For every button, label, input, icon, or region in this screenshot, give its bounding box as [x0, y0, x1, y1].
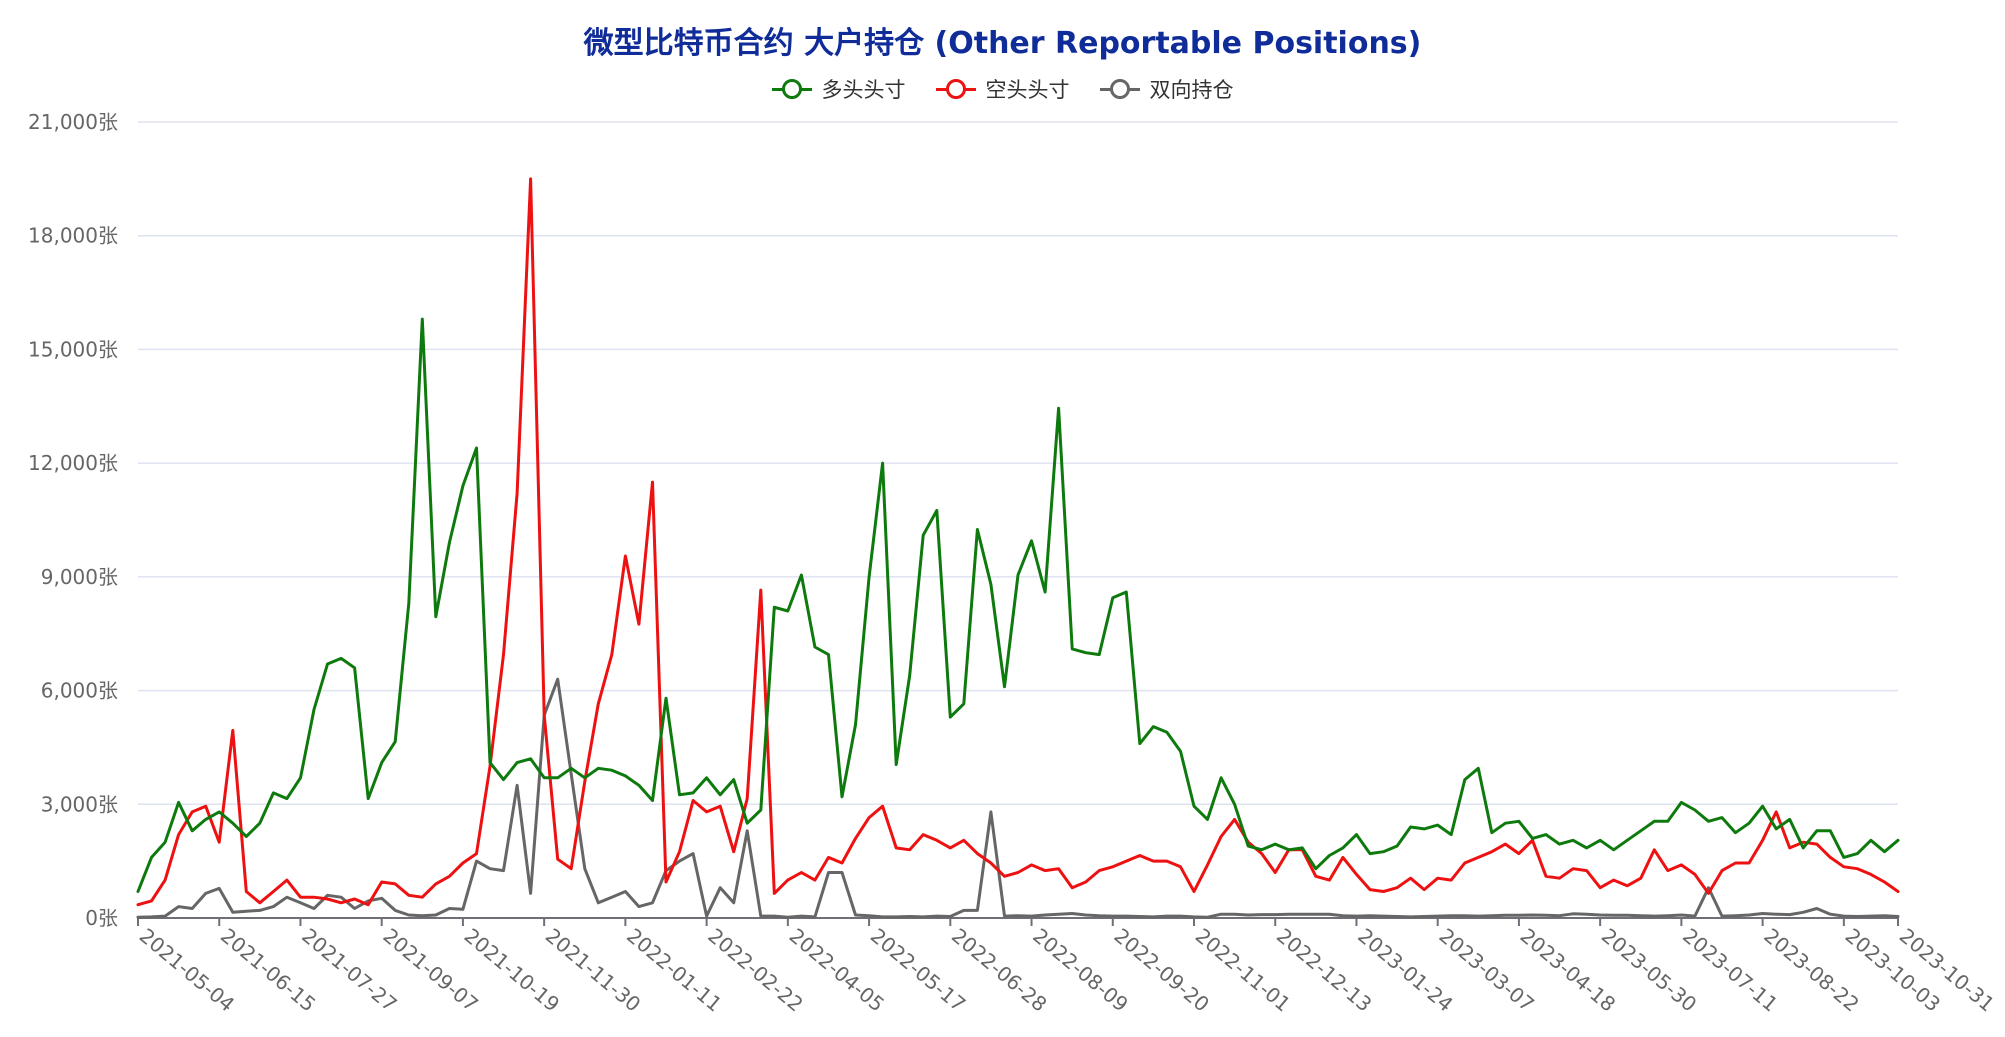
legend-item-short[interactable]: 空头头寸 — [935, 74, 1070, 104]
series-line-1[interactable] — [136, 177, 1900, 907]
legend-label-spread: 双向持仓 — [1149, 78, 1234, 102]
y-tick-label: 18,000张 — [28, 224, 118, 248]
y-tick-label: 6,000张 — [41, 679, 118, 703]
series-line-0[interactable] — [136, 317, 1900, 893]
legend-swatch-short — [935, 79, 976, 99]
y-tick-label: 15,000张 — [28, 337, 118, 361]
x-axis: 2021-05-042021-06-152021-07-272021-09-07… — [135, 917, 1999, 1017]
chart-title: 微型比特币合约 大户持仓 (Other Reportable Positions… — [583, 26, 1422, 61]
legend-label-short: 空头头寸 — [985, 78, 1070, 102]
grid-lines — [138, 121, 1898, 806]
legend-item-spread[interactable]: 双向持仓 — [1099, 74, 1234, 104]
legend-swatch-long — [771, 79, 812, 99]
legend-swatch-spread — [1099, 79, 1140, 99]
legend: 多头头寸 空头头寸 双向持仓 — [0, 74, 2005, 104]
legend-item-long[interactable]: 多头头寸 — [771, 74, 906, 104]
series-lines — [136, 177, 1900, 919]
y-axis: 0张 3,000张 6,000张 9,000张 12,000张 15,000张 18,000… — [28, 110, 118, 930]
y-tick-label: 9,000张 — [41, 565, 118, 589]
y-tick-label: 0张 — [85, 906, 118, 930]
y-tick-label: 3,000张 — [41, 792, 118, 816]
legend-label-long: 多头头寸 — [821, 78, 906, 102]
y-tick-label: 12,000张 — [28, 451, 118, 475]
series-line-2[interactable] — [136, 677, 1900, 919]
y-tick-label: 21,000张 — [28, 110, 118, 134]
